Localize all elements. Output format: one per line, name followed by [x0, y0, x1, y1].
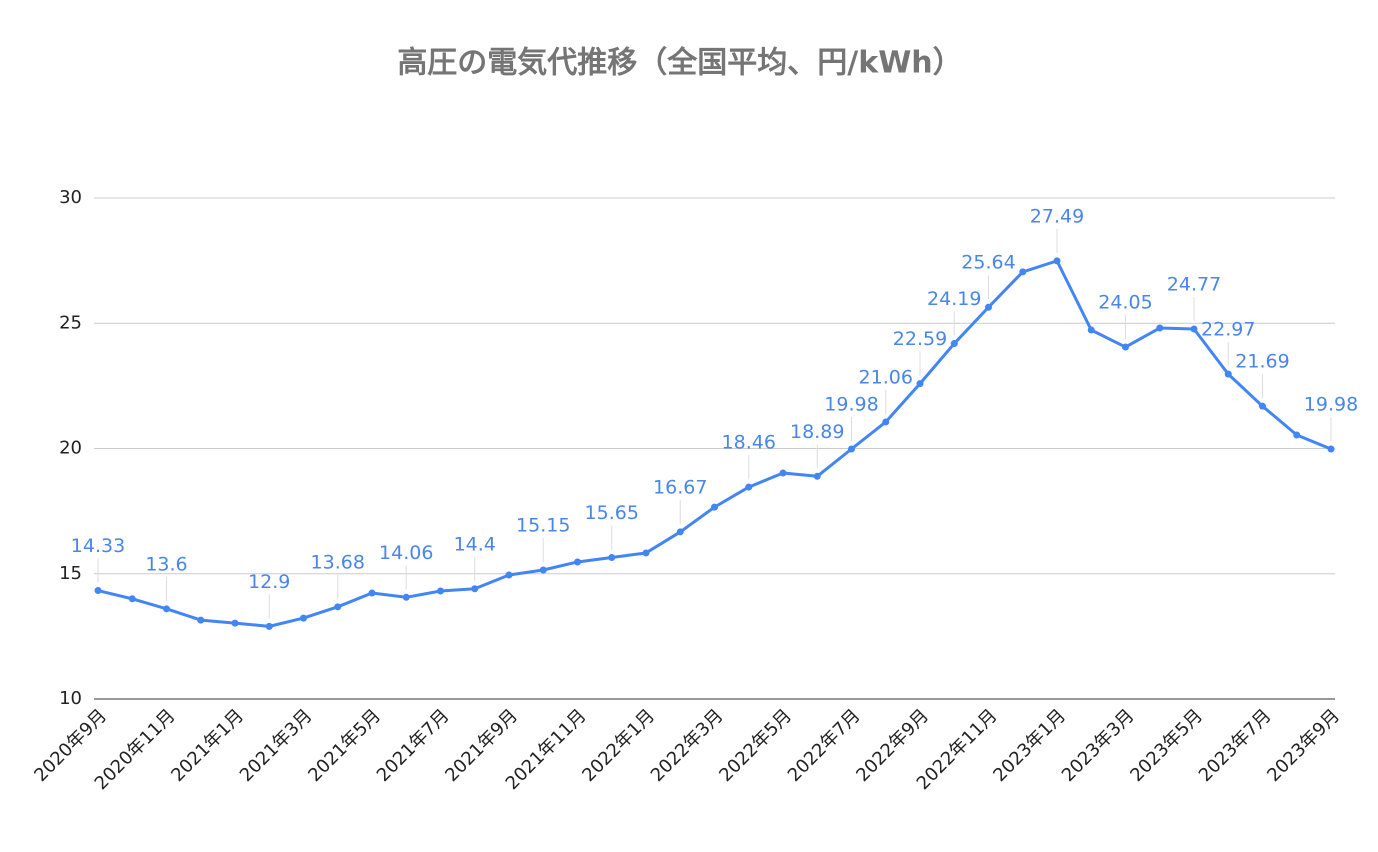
point: [745, 483, 753, 491]
point: [505, 571, 513, 579]
data-label: 19.98: [824, 394, 878, 416]
x-tick-label: 2021年5月: [304, 705, 385, 786]
x-tick-label: 2023年5月: [1126, 705, 1207, 786]
point: [163, 605, 170, 613]
point: [402, 593, 410, 601]
data-label: 13.6: [145, 553, 187, 575]
point: [813, 472, 821, 480]
data-label: 14.33: [71, 535, 125, 557]
x-tick-label: 2021年1月: [167, 705, 248, 786]
y-tick-label: 15: [59, 563, 82, 584]
x-tick-label: 2022年3月: [647, 705, 728, 786]
point: [471, 585, 479, 593]
data-label: 24.19: [927, 288, 981, 310]
point: [574, 558, 581, 566]
point: [642, 549, 650, 557]
point: [1259, 402, 1266, 410]
x-tick-label: 2022年1月: [578, 705, 659, 786]
point: [197, 616, 205, 624]
x-tick-label: 2023年1月: [989, 705, 1070, 786]
data-label: 18.46: [722, 432, 776, 454]
point: [711, 503, 718, 511]
data-label: 24.05: [1098, 292, 1152, 314]
point: [985, 303, 992, 311]
point: [334, 603, 342, 611]
data-label: 21.69: [1235, 351, 1289, 373]
point: [1327, 445, 1335, 453]
point: [1087, 326, 1095, 334]
x-tick-label: 2023年7月: [1195, 705, 1276, 786]
point: [608, 553, 616, 561]
data-label: 22.59: [893, 328, 947, 350]
point: [1190, 325, 1198, 333]
y-tick-label: 25: [59, 312, 82, 333]
y-tick-label: 10: [59, 688, 82, 709]
point: [950, 340, 958, 348]
point: [676, 528, 684, 536]
point: [916, 380, 924, 388]
point: [265, 622, 273, 630]
point: [1019, 268, 1027, 276]
point: [300, 614, 307, 622]
data-label: 13.68: [311, 551, 365, 573]
point: [1156, 324, 1164, 332]
data-label: 22.97: [1201, 319, 1255, 341]
y-tick-label: 20: [59, 438, 82, 459]
point: [1224, 370, 1232, 378]
x-tick-label: 2022年7月: [784, 705, 865, 786]
data-label: 14.4: [454, 533, 496, 555]
x-tick-label: 2023年9月: [1263, 705, 1344, 786]
data-label: 18.89: [790, 421, 844, 443]
point: [1293, 431, 1301, 439]
point: [231, 619, 239, 627]
data-label: 27.49: [1030, 205, 1084, 227]
point: [1053, 257, 1061, 265]
data-label: 25.64: [961, 252, 1015, 274]
point: [882, 418, 890, 426]
data-label: 24.77: [1167, 274, 1221, 296]
point: [128, 595, 136, 603]
data-label: 21.06: [859, 366, 913, 388]
point: [779, 469, 787, 477]
data-label: 16.67: [653, 476, 707, 498]
point: [437, 587, 444, 595]
data-label: 15.65: [585, 502, 639, 524]
data-label: 19.98: [1304, 394, 1358, 416]
chart-title: 高圧の電気代推移（全国平均、円/kWh）: [397, 46, 962, 81]
x-tick-label: 2023年3月: [1058, 705, 1139, 786]
y-tick-label: 30: [59, 187, 82, 208]
data-label: 14.06: [379, 542, 433, 564]
x-tick-label: 2021年7月: [373, 705, 454, 786]
point: [368, 589, 376, 597]
point: [539, 566, 547, 574]
point: [1122, 343, 1129, 351]
x-tick-label: 2022年5月: [715, 705, 796, 786]
x-tick-label: 2021年3月: [236, 705, 317, 786]
point: [848, 445, 855, 453]
data-label: 12.9: [248, 571, 290, 593]
data-label: 15.15: [516, 514, 570, 536]
point: [94, 587, 102, 595]
